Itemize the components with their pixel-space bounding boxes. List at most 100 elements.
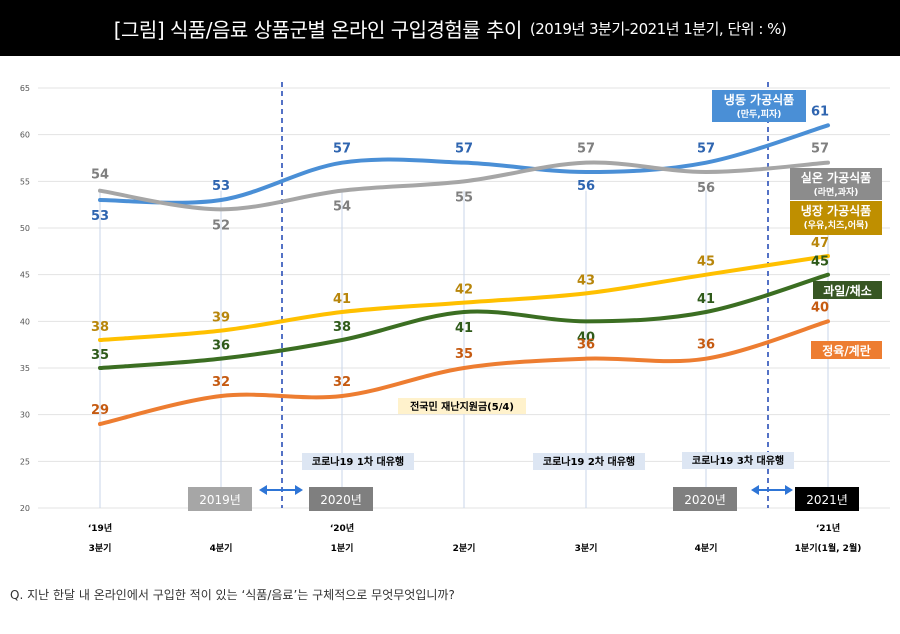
- y-tick-label: 65: [20, 84, 30, 93]
- title-bar: [그림] 식품/음료 상품군별 온라인 구입경험률 추이 (2019년 3분기-…: [0, 0, 900, 56]
- wave1-annotation: 코로나19 1차 대유행: [312, 455, 404, 468]
- y-tick-label: 25: [20, 457, 30, 466]
- series-4-data-label-6: 40: [811, 300, 829, 315]
- legend-tag-2-sub: (우유,치즈,어묵): [804, 219, 869, 231]
- series-2-point-4: [584, 291, 588, 295]
- legend-tag-4: [811, 341, 882, 359]
- series-3-point-5: [704, 310, 708, 314]
- series-2-point-5: [704, 273, 708, 277]
- series-1-point-1: [219, 207, 223, 211]
- series-0-data-label-5: 57: [697, 142, 715, 157]
- y-tick-label: 35: [20, 364, 30, 373]
- legend-tag-1: [790, 168, 882, 200]
- year_tag_2019-box: [188, 487, 252, 511]
- year-arrow-1-head-right: [295, 485, 303, 495]
- series-4-data-label-2: 32: [333, 375, 351, 390]
- series-3-point-6: [826, 273, 830, 277]
- wave3-bg: [682, 452, 794, 469]
- x-year-label-6: ‘21년: [816, 522, 840, 534]
- y-tick-label: 55: [20, 177, 30, 186]
- series-0-point-2: [340, 161, 344, 165]
- x-category-label-6: 1분기(1월, 2월): [795, 542, 862, 554]
- series-0-point-5: [704, 161, 708, 165]
- series-1-data-label-2: 54: [333, 200, 351, 215]
- legend-tag-3-name: 과일/채소: [823, 283, 872, 298]
- series-4-point-1: [219, 394, 223, 398]
- legend-tag-2-name: 냉장 가공식품: [801, 203, 871, 218]
- series-0-data-label-2: 57: [333, 142, 351, 157]
- x-category-label-3: 2분기: [453, 542, 476, 554]
- series-2-point-1: [219, 329, 223, 333]
- series-1-point-4: [584, 161, 588, 165]
- series-1-point-6: [826, 161, 830, 165]
- year-arrow-2-head-left: [751, 485, 759, 495]
- series-0-point-0: [98, 198, 102, 202]
- legend-tag-0-name: 냉동 가공식품: [724, 92, 794, 107]
- series-3-point-0: [98, 366, 102, 370]
- series-2-data-label-4: 43: [577, 273, 595, 288]
- relief-fund-annotation: 전국민 재난지원금(5/4): [410, 400, 514, 413]
- x-year-label-0: ‘19년: [88, 522, 112, 534]
- series-1-point-3: [462, 179, 466, 183]
- series-0-data-label-1: 53: [212, 179, 230, 194]
- series-0-data-label-4: 56: [577, 179, 595, 194]
- legend-tag-1-name: 실온 가공식품: [801, 170, 871, 185]
- series-2-point-3: [462, 301, 466, 305]
- y-tick-label: 20: [20, 504, 30, 513]
- year_tag_2021-box: [795, 487, 859, 511]
- y-tick-label: 45: [20, 271, 30, 280]
- relief-fund-bg: [398, 398, 526, 414]
- series-3-data-label-6: 45: [811, 255, 829, 270]
- line-chart: 20 25 30 35 40 45 50 55 60 65 53 53 57 57 56 57 61 54 52 54…: [20, 82, 890, 554]
- chart-title: [그림] 식품/음료 상품군별 온라인 구입경험률 추이: [113, 17, 523, 42]
- series-3-data-label-3: 41: [455, 321, 473, 336]
- series-3-point-4: [584, 319, 588, 323]
- series-4-point-3: [462, 366, 466, 370]
- series-4-data-label-3: 35: [455, 347, 473, 362]
- series-3-data-label-0: 35: [91, 348, 109, 363]
- legend-tag-0-sub: (만두,피자): [737, 108, 782, 120]
- series-4-point-4: [584, 357, 588, 361]
- x-category-label-5: 4분기: [695, 542, 718, 554]
- wave2-annotation: 코로나19 2차 대유행: [543, 455, 635, 468]
- survey-question: Q. 지난 한달 내 온라인에서 구입한 적이 있는 ‘식품/음료’는 구체적으…: [10, 588, 455, 602]
- series-1-data-label-0: 54: [91, 168, 109, 183]
- series-2-point-2: [340, 310, 344, 314]
- y-tick-label: 60: [20, 131, 30, 140]
- x-category-label-4: 3분기: [575, 542, 598, 554]
- year_tag_2020b-label: 2020년: [684, 493, 726, 507]
- series-4-data-label-4: 36: [577, 338, 595, 353]
- legend-tag-0: [712, 90, 806, 122]
- year_tag_2019-label: 2019년: [199, 493, 241, 507]
- series-1-data-label-4: 57: [577, 142, 595, 157]
- series-1-point-2: [340, 189, 344, 193]
- series-4-point-6: [826, 319, 830, 323]
- series-0-point-3: [462, 161, 466, 165]
- y-tick-label: 40: [20, 317, 30, 326]
- series-4-point-5: [704, 357, 708, 361]
- series-3-data-label-4: 40: [577, 330, 595, 345]
- x-year-label-2: ‘20년: [330, 522, 354, 534]
- series-3-data-label-2: 38: [333, 320, 351, 335]
- series-2-data-label-3: 42: [455, 283, 473, 298]
- series-2-point-6: [826, 254, 830, 258]
- x-category-label-1: 4분기: [210, 542, 233, 554]
- series-0-data-label-3: 57: [455, 142, 473, 157]
- series-4-data-label-1: 32: [212, 375, 230, 390]
- series-1-data-label-6: 57: [811, 142, 829, 157]
- series-4-point-0: [98, 422, 102, 426]
- x-category-label-2: 1분기: [331, 542, 354, 554]
- y-tick-label: 50: [20, 224, 30, 233]
- year-arrow-2-head-right: [785, 485, 793, 495]
- year-arrow-1-head-left: [259, 485, 267, 495]
- legend-tag-2: [790, 201, 882, 235]
- wave2-bg: [533, 453, 645, 470]
- series-2-data-label-0: 38: [91, 320, 109, 335]
- series-4-data-label-5: 36: [697, 338, 715, 353]
- series-0-point-6: [826, 123, 830, 127]
- series-4-point-2: [340, 394, 344, 398]
- series-1-data-label-5: 56: [697, 181, 715, 196]
- series-2-data-label-5: 45: [697, 255, 715, 270]
- chart-subtitle: (2019년 3분기-2021년 1분기, 단위 : %): [529, 19, 787, 38]
- legend-tag-4-name: 정육/계란: [822, 343, 871, 358]
